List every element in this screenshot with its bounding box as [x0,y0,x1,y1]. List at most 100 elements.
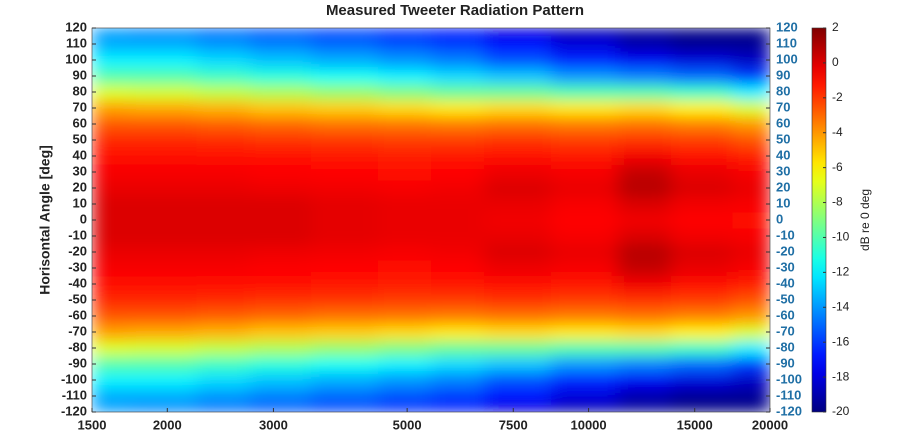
heatmap-cell [484,84,552,101]
heatmap-cell [311,100,379,117]
heatmap-cell [129,372,198,389]
heatmap-cell [550,36,619,53]
heatmap-cell [550,308,619,325]
y2-tick-label: 120 [776,19,798,34]
heatmap-cell [249,340,312,357]
heatmap-cell [249,260,312,277]
heatmap-cell [670,244,733,261]
heatmap-cell [431,308,485,325]
heatmap-cell [129,340,198,357]
y2-tick-label: -50 [776,291,795,306]
colorbar-tick-label: 0 [832,55,839,69]
y-tick-label: 50 [73,131,87,146]
heatmap-cell [550,68,619,85]
y2-tick-label: 90 [776,67,790,82]
heatmap-cell [129,404,198,412]
heatmap-cell [129,324,198,341]
heatmap-cell [484,196,552,213]
y2-tick-label: -20 [776,243,795,258]
y-tick-label: 20 [73,179,87,194]
heatmap-cell [249,52,312,69]
heatmap-cell [249,36,312,53]
heatmap-cell [311,52,379,69]
heatmap-cell [249,276,312,293]
heatmap-cell [196,404,251,412]
y-tick-label: -40 [68,275,87,290]
heatmap-cell [196,308,251,325]
heatmap-cell [431,340,485,357]
heatmap-cell [92,52,131,69]
heatmap-cell [377,68,432,85]
heatmap-cell [732,164,770,181]
heatmap-cell [377,324,432,341]
heatmap-cell [617,404,672,412]
heatmap-cell [129,228,198,245]
heatmap-cell [617,324,672,341]
heatmap-cell [377,28,432,37]
heatmap-cell [311,244,379,261]
heatmap-cell [377,244,432,261]
heatmap-cell [670,260,733,277]
heatmap-cell [377,180,432,197]
heatmap-cell [484,260,552,277]
heatmap-cell [129,388,198,405]
heatmap-cell [311,212,379,229]
heatmap-cell [377,212,432,229]
plot-area [92,28,770,412]
heatmap-cell [311,116,379,133]
heatmap-cell [196,68,251,85]
heatmap-cell [196,324,251,341]
heatmap-cell [196,260,251,277]
heatmap-cell [732,356,770,373]
heatmap-cell [92,212,131,229]
colorbar-tick-label: -10 [832,230,850,244]
heatmap-cell [732,276,770,293]
heatmap-cell [431,148,485,165]
heatmap-cell [484,180,552,197]
heatmap-cell [617,100,672,117]
heatmap-cell [92,356,131,373]
heatmap-cell [484,372,552,389]
y2-tick-label: -40 [776,275,795,290]
x-tick-label: 10000 [570,417,606,432]
heatmap-cell [129,180,198,197]
heatmap-cell [431,244,485,261]
heatmap-cell [670,84,733,101]
colorbar-label: dB re 0 deg [858,189,872,251]
heatmap-cell [249,180,312,197]
y-tick-label: 110 [66,35,87,50]
heatmap-cell [249,372,312,389]
heatmap-cell [550,244,619,261]
heatmap-cell [249,388,312,405]
heatmap-cell [311,196,379,213]
y2-tick-label: 110 [776,35,797,50]
heatmap-cell [617,164,672,181]
heatmap-cell [484,244,552,261]
heatmap-cell [129,28,198,37]
heatmap-cell [617,36,672,53]
y2-tick-label: 30 [776,163,790,178]
heatmap-cell [732,372,770,389]
heatmap-cell [484,340,552,357]
y-tick-label: -80 [68,339,87,354]
heatmap-cell [196,132,251,149]
heatmap-cell [550,228,619,245]
heatmap-cell [377,148,432,165]
heatmap-cell [550,212,619,229]
heatmap-cell [617,228,672,245]
y2-tick-label: -10 [776,227,795,242]
heatmap-cell [196,100,251,117]
y-tick-label: 70 [73,99,87,114]
heatmap-cell [92,148,131,165]
heatmap-cell [732,388,770,405]
heatmap-cell [732,404,770,412]
y-axis-label: Horisontal Angle [deg] [37,145,53,295]
heatmap-cell [550,404,619,412]
y-tick-label: -120 [61,403,87,418]
heatmap-cell [550,180,619,197]
heatmap-cell [249,132,312,149]
heatmap-cell [431,404,485,412]
heatmap-cell [670,132,733,149]
y-tick-label: -30 [68,259,87,274]
